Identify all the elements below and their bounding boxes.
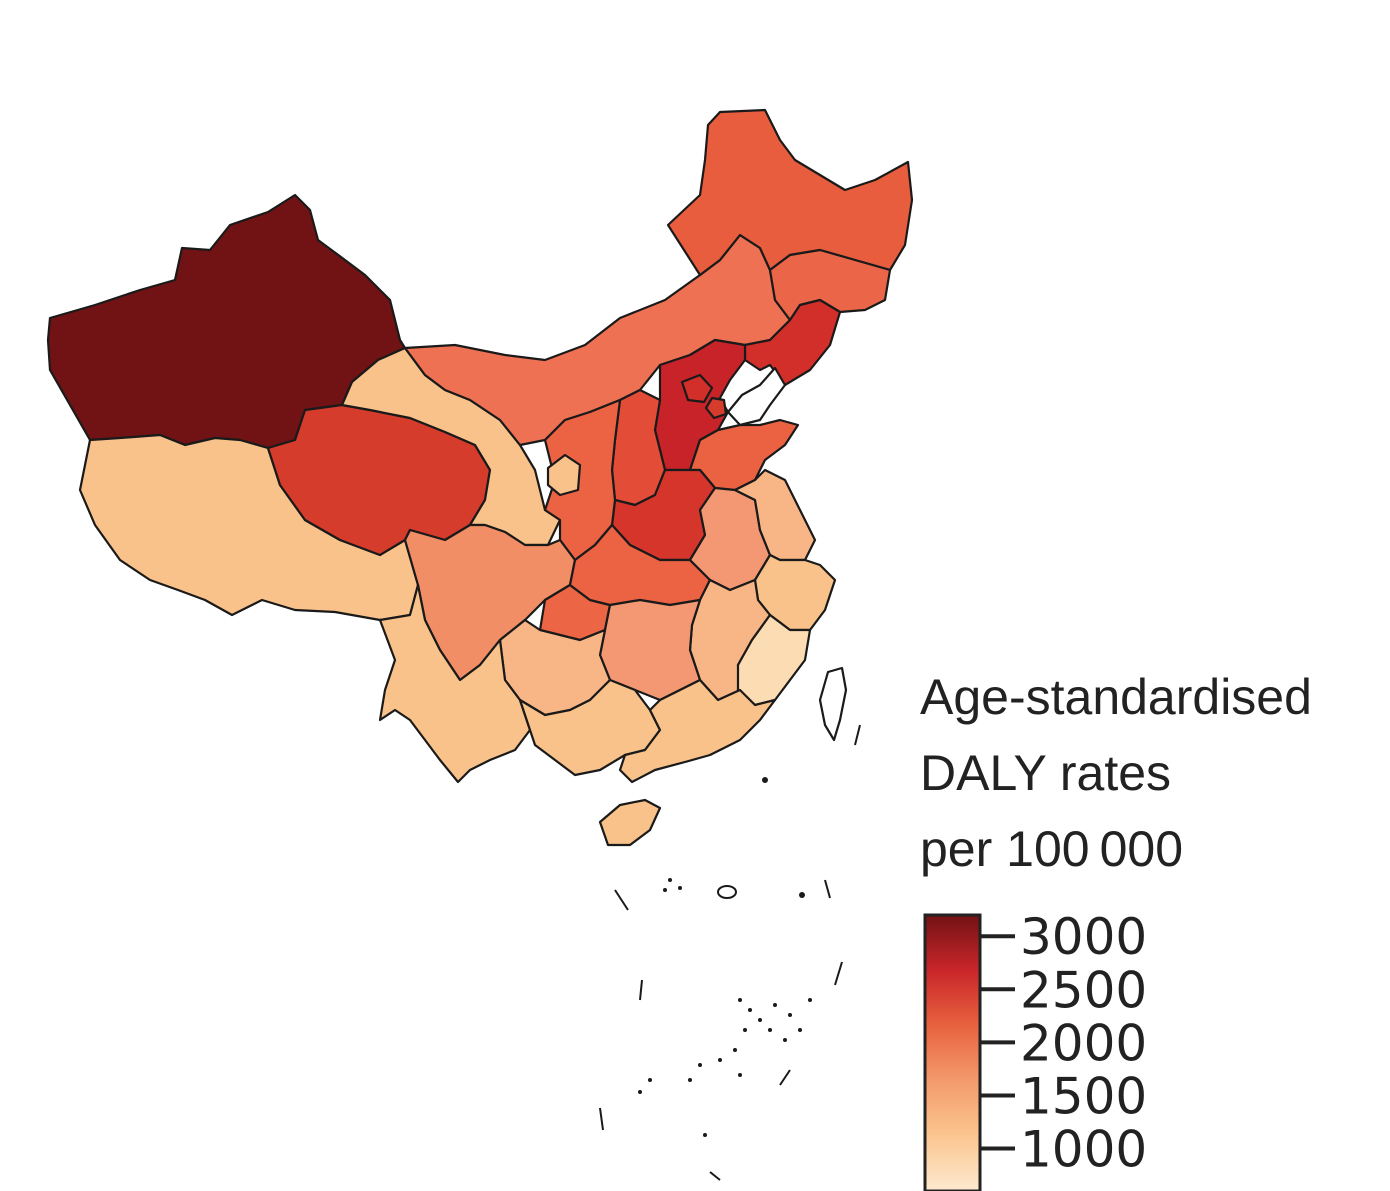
bohai-sea — [726, 366, 787, 427]
legend-tick-label-2000: 2000 — [1020, 1014, 1147, 1072]
region-beijing — [680, 373, 714, 404]
legend-gradient-bar — [923, 913, 982, 1191]
region-guangdong — [618, 678, 777, 784]
south-china-sea-islands — [599, 724, 861, 1181]
region-jiangsu — [733, 468, 817, 562]
region-hainan — [598, 798, 662, 847]
legend-tick-label-2500: 2500 — [1020, 961, 1147, 1019]
legend-tick-label-1000: 1000 — [1020, 1121, 1147, 1179]
region-ningxia — [546, 453, 582, 497]
legend-title-line-3: per 100 000 — [920, 821, 1184, 877]
legend-title-line-1: Age-standardised — [920, 669, 1312, 725]
legend-tick-label-3000: 3000 — [1020, 908, 1147, 966]
region-taiwan — [818, 666, 848, 742]
legend-title-line-2: DALY rates — [920, 745, 1172, 801]
region-yunnan — [378, 583, 532, 784]
legend-tick-label-1500: 1500 — [1020, 1067, 1147, 1125]
region-liaoning — [743, 298, 842, 387]
region-fujian — [736, 613, 812, 707]
region-tianjin — [704, 396, 728, 420]
region-heilongjiang — [666, 108, 914, 277]
